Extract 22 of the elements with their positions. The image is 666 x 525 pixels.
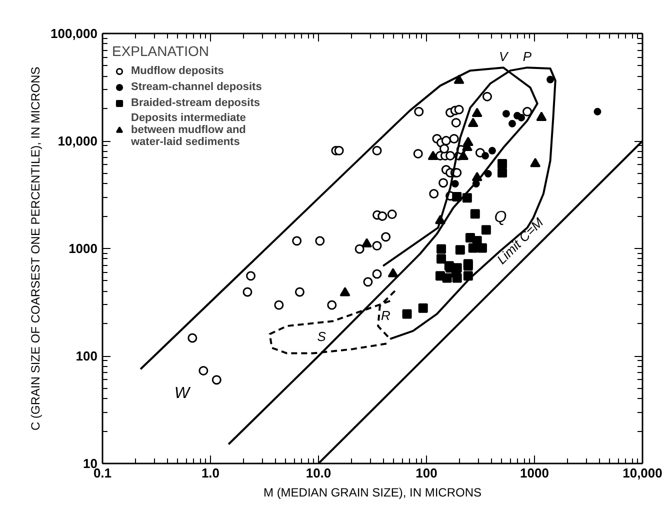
x-tick-label: 10,000 bbox=[622, 466, 662, 480]
x-tick-label: 1000 bbox=[520, 466, 549, 480]
y-axis-title: C (GRAIN SIZE OF COARSEST ONE PERCENTILE), IN MICRONS bbox=[28, 66, 43, 431]
x-tick-label: 100 bbox=[416, 466, 438, 480]
y-tick-label: 1000 bbox=[68, 241, 98, 256]
series-label: S bbox=[317, 329, 326, 344]
annotation: Q bbox=[494, 209, 507, 226]
y-tick-label: 10,000 bbox=[58, 134, 98, 148]
x-tick-label: 10.0 bbox=[306, 466, 332, 480]
legend-label: Stream-channel deposits bbox=[131, 81, 262, 93]
legend-label: Braided-stream deposits bbox=[131, 97, 260, 109]
y-tick-label: 100,000 bbox=[50, 26, 98, 41]
x-axis-title: M (MEDIAN GRAIN SIZE), IN MICRONS bbox=[264, 486, 482, 500]
x-tick-label: 1.0 bbox=[201, 466, 220, 480]
series-label: P bbox=[522, 49, 532, 64]
legend-label: Mudflow deposits bbox=[131, 65, 224, 77]
series-label: R bbox=[381, 308, 390, 323]
annotation: W bbox=[174, 384, 192, 402]
y-tick-label: 100 bbox=[76, 348, 98, 364]
series-label: V bbox=[498, 49, 509, 64]
legend-title: EXPLANATION bbox=[112, 43, 210, 59]
legend-label: Deposits intermediate between mudflow and water-laid sediments bbox=[131, 112, 246, 148]
